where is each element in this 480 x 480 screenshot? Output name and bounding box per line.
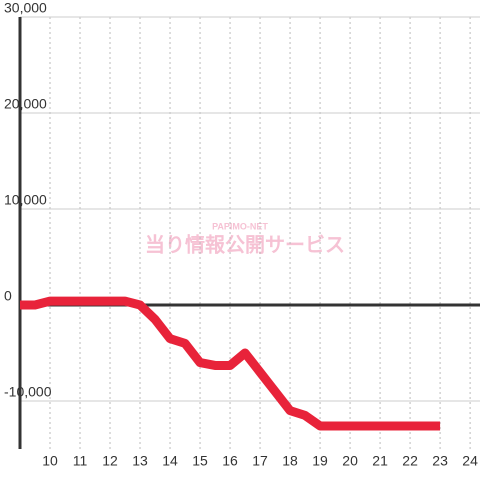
- watermark: 当り情報公開サービス: [145, 232, 345, 256]
- x-tick-label: 13: [132, 453, 148, 469]
- x-tick-label: 18: [282, 453, 298, 469]
- x-tick-label: 16: [222, 453, 238, 469]
- x-tick-label: 20: [342, 453, 358, 469]
- y-tick-label: 10,000: [4, 192, 47, 208]
- x-tick-label: 21: [372, 453, 388, 469]
- x-tick-label: 22: [402, 453, 418, 469]
- x-tick-label: 14: [162, 453, 178, 469]
- x-tick-label: 19: [312, 453, 328, 469]
- watermark-top: PAPIMO-NET: [212, 221, 268, 231]
- x-tick-label: 24: [462, 453, 478, 469]
- x-tick-label: 10: [42, 453, 58, 469]
- y-tick-label: 20,000: [4, 96, 47, 112]
- x-tick-label: 11: [73, 453, 88, 469]
- x-tick-label: 17: [252, 453, 268, 469]
- y-tick-label: 30,000: [4, 0, 47, 16]
- x-tick-label: 15: [192, 453, 208, 469]
- x-tick-label: 23: [432, 453, 448, 469]
- x-tick-label: 12: [102, 453, 118, 469]
- y-tick-label: -10,000: [4, 384, 52, 400]
- y-tick-label: 0: [4, 288, 12, 304]
- line-series: [20, 296, 441, 431]
